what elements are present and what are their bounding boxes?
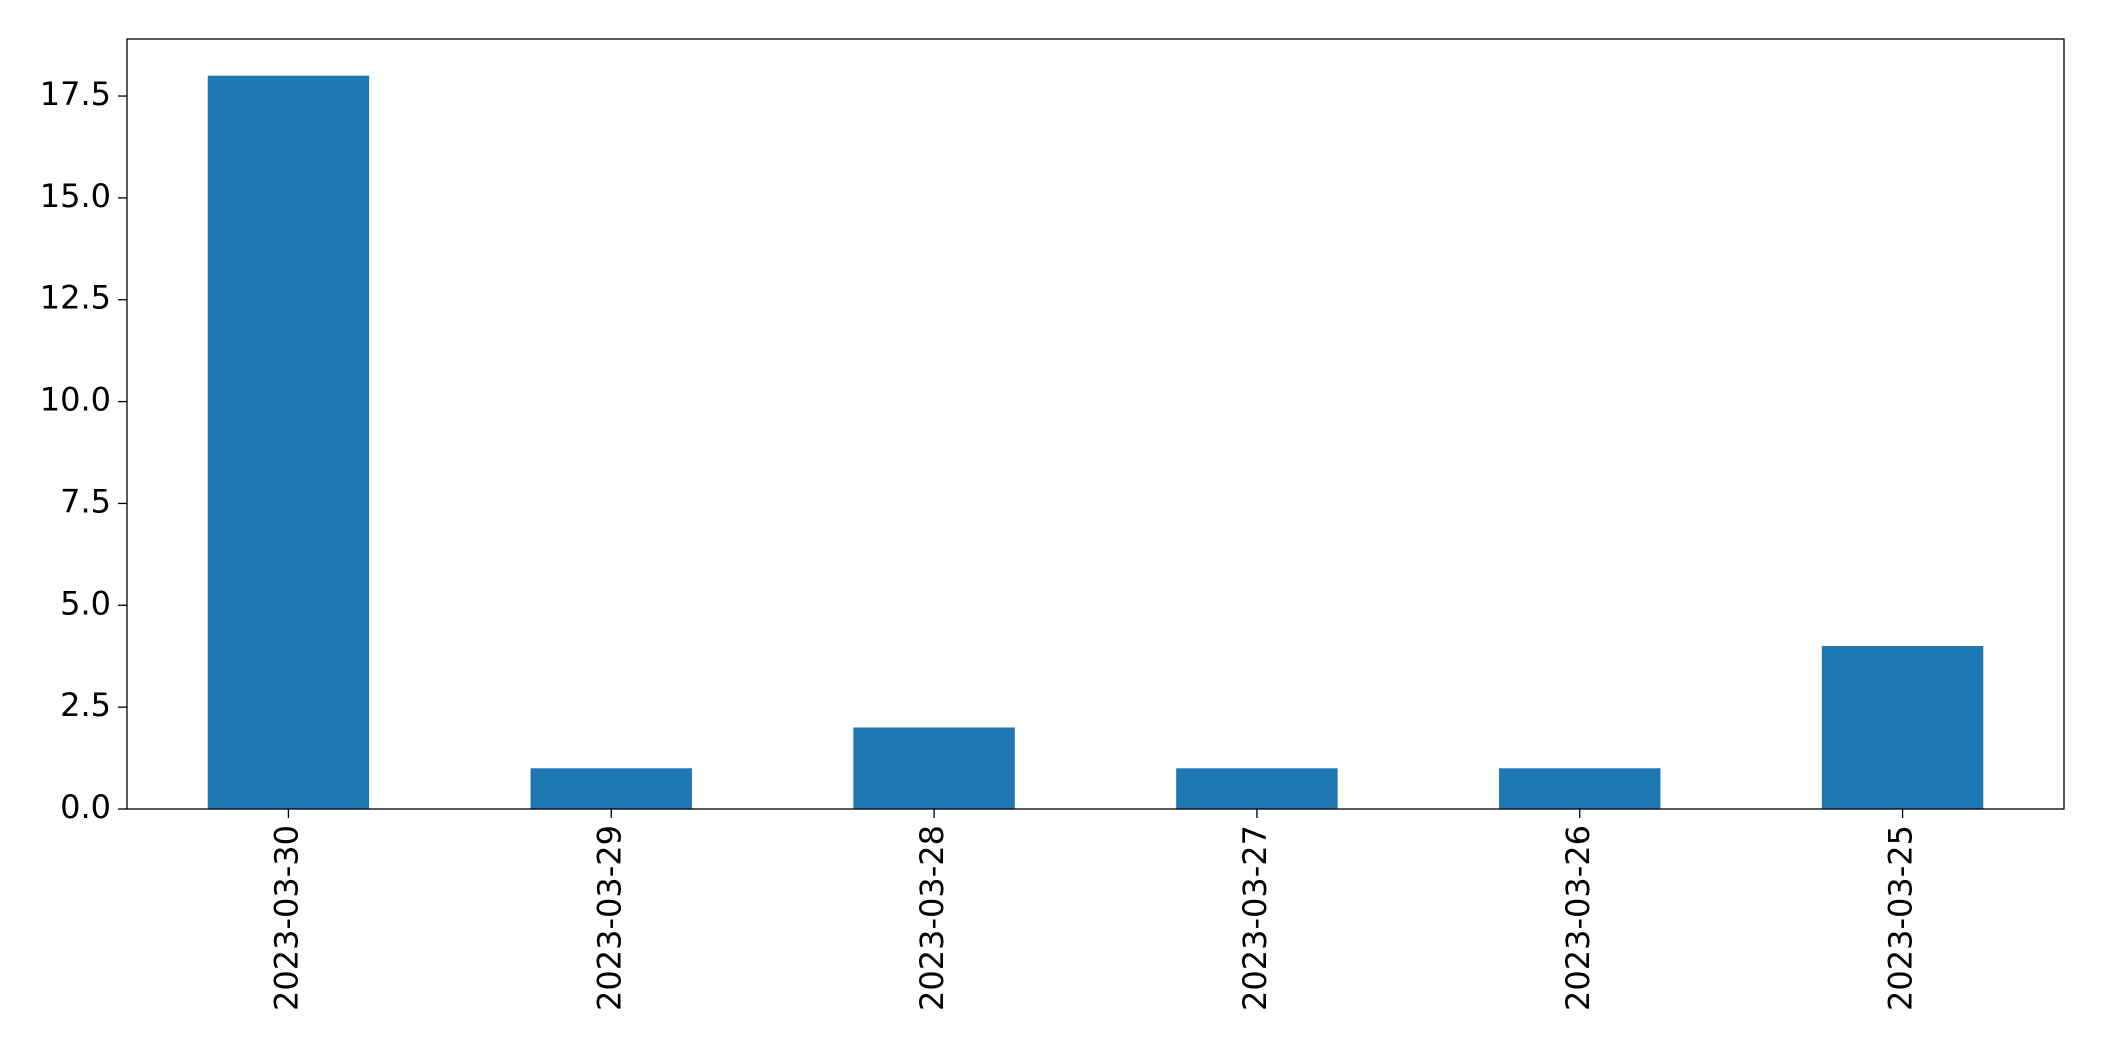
bar xyxy=(1821,646,1984,809)
x-tick-label: 2023-03-28 xyxy=(913,825,951,1011)
x-tick-label: 2023-03-25 xyxy=(1882,825,1920,1011)
y-tick-label: 17.5 xyxy=(40,75,111,113)
y-tick-label: 10.0 xyxy=(40,381,111,419)
y-tick-label: 2.5 xyxy=(60,686,111,724)
bar xyxy=(853,727,1015,809)
y-tick-label: 0.0 xyxy=(60,788,111,826)
x-tick-label: 2023-03-29 xyxy=(590,825,628,1011)
bar xyxy=(530,768,692,809)
bar xyxy=(1499,768,1661,809)
y-tick-label: 15.0 xyxy=(40,177,111,215)
x-tick-label: 2023-03-27 xyxy=(1236,825,1274,1011)
y-tick-label: 12.5 xyxy=(40,279,111,317)
x-tick-label: 2023-03-30 xyxy=(267,825,305,1011)
x-tick-label: 2023-03-26 xyxy=(1559,825,1597,1011)
y-tick-label: 5.0 xyxy=(60,584,111,622)
bar xyxy=(207,75,370,809)
plot-frame xyxy=(126,38,2065,810)
bar xyxy=(1176,768,1338,809)
y-tick-label: 7.5 xyxy=(60,482,111,520)
